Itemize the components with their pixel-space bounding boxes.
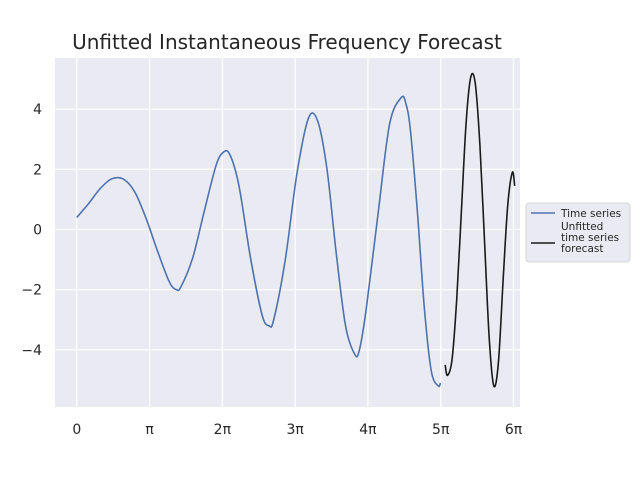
y-tick-label: −2 (21, 283, 42, 299)
y-tick-label: −4 (21, 343, 42, 359)
x-tick-label: 6π (505, 422, 523, 438)
forecast-line (444, 72, 516, 388)
x-tick-label: π (145, 422, 154, 438)
chart-title: Unfitted Instantaneous Frequency Forecas… (72, 30, 502, 54)
legend-label: forecast (561, 243, 603, 255)
x-tick-label: 5π (432, 422, 450, 438)
x-tick-label: 4π (359, 422, 377, 438)
y-tick-label: 4 (33, 102, 42, 118)
y-tick-label: 2 (33, 162, 42, 178)
x-tick-label: 2π (214, 422, 232, 438)
y-axis-ticks: 4 2 0 −2 −4 (21, 102, 42, 359)
legend-label: time series (561, 232, 619, 244)
legend-label: Time series (560, 208, 621, 220)
legend-box (525, 202, 631, 263)
legend-label: Unfitted (561, 221, 603, 233)
x-tick-label: 3π (286, 422, 304, 438)
plot-area (55, 58, 520, 407)
time-series-line (76, 95, 442, 388)
gridlines (55, 58, 520, 407)
series-layer (76, 72, 516, 388)
y-tick-label: 0 (33, 222, 42, 238)
x-tick-label: 0 (72, 422, 81, 438)
x-axis-ticks: 0 π 2π 3π 4π 5π 6π (72, 422, 522, 438)
